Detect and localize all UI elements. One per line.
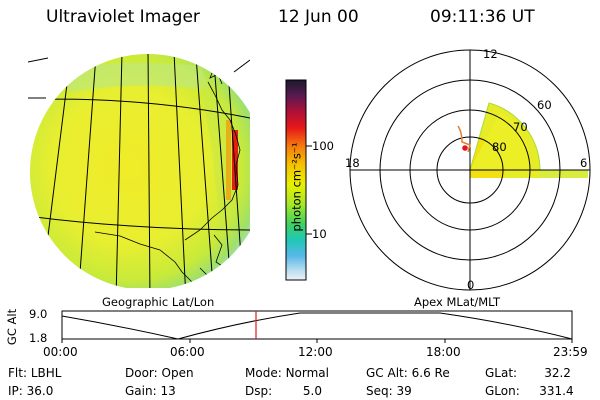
instrument-title: Ultraviolet Imager xyxy=(46,7,200,27)
status-dsp-value: 5.0 xyxy=(302,384,322,398)
status-ip-key: IP: xyxy=(8,384,23,398)
altitude-xtick-0600: 06:00 xyxy=(170,345,205,359)
geographic-image xyxy=(28,54,250,288)
mlt-label-6: 6 xyxy=(580,156,588,170)
status-gc-alt: GC Alt: 6.6 Re xyxy=(366,366,450,380)
status-gain: Gain: 13 xyxy=(125,384,176,398)
status-mode-value: Normal xyxy=(285,366,329,380)
altitude-plot xyxy=(61,310,573,343)
left-panel-caption: Geographic Lat/Lon xyxy=(102,295,215,309)
status-glat-key: GLat: xyxy=(485,366,518,380)
status-filter-key: Flt: xyxy=(8,366,27,380)
status-glon-value: 331.4 xyxy=(539,384,574,398)
mlt-label-12: 12 xyxy=(483,47,498,61)
date-label: 12 Jun 00 xyxy=(278,7,359,27)
right-panel-caption: Apex MLat/MLT xyxy=(414,295,501,309)
status-door: Door: Open xyxy=(125,366,194,380)
lat-label-80: 80 xyxy=(492,140,507,154)
lat-label-60: 60 xyxy=(537,98,552,112)
status-door-key: Door: xyxy=(125,366,158,380)
color-bar xyxy=(285,79,312,281)
status-filter: Flt: LBHL xyxy=(8,366,61,380)
status-ip-value: 36.0 xyxy=(26,384,54,398)
altitude-ylabel: GC Alt xyxy=(5,308,20,346)
status-door-value: Open xyxy=(161,366,194,380)
altitude-xtick-1200: 12:00 xyxy=(298,345,333,359)
status-dsp-key: Dsp: xyxy=(245,384,273,398)
status-seq-value: 39 xyxy=(396,384,412,398)
status-glat-value: 32.2 xyxy=(544,366,571,380)
mlt-label-0: 0 xyxy=(467,278,475,292)
status-glat: GLat: 32.2 xyxy=(485,366,571,380)
status-gain-value: 13 xyxy=(160,384,176,398)
altitude-ytick-1.8: 1.8 xyxy=(29,331,48,345)
altitude-xtick-1800: 18:00 xyxy=(426,345,461,359)
colorbar-tick-10: 10 xyxy=(312,227,327,241)
time-label: 09:11:36 UT xyxy=(430,7,535,27)
colorbar-unit-label: photon cm⁻²s⁻¹ xyxy=(289,142,304,232)
status-gc-alt-value: 6.6 Re xyxy=(411,366,450,380)
status-mode: Mode: Normal xyxy=(245,366,329,380)
status-dsp: Dsp: 5.0 xyxy=(245,384,322,398)
colorbar-tick-100: 100 xyxy=(312,139,334,153)
altitude-xtick-2359: 23:59 xyxy=(553,345,588,359)
lat-label-70: 70 xyxy=(513,120,528,134)
status-seq: Seq: 39 xyxy=(366,384,412,398)
altitude-xtick-0000: 00:00 xyxy=(43,345,78,359)
pole-marker xyxy=(462,145,468,151)
status-glon: GLon: 331.4 xyxy=(485,384,574,398)
polar-plot xyxy=(349,49,591,291)
status-glon-key: GLon: xyxy=(485,384,520,398)
mlt-label-18: 18 xyxy=(345,156,360,170)
altitude-ytick-9: 9.0 xyxy=(29,307,48,321)
status-gc-alt-key: GC Alt: xyxy=(366,366,408,380)
status-filter-value: LBHL xyxy=(30,366,62,380)
status-mode-key: Mode: xyxy=(245,366,282,380)
status-gain-key: Gain: xyxy=(125,384,157,398)
status-ip: IP: 36.0 xyxy=(8,384,53,398)
status-seq-key: Seq: xyxy=(366,384,393,398)
